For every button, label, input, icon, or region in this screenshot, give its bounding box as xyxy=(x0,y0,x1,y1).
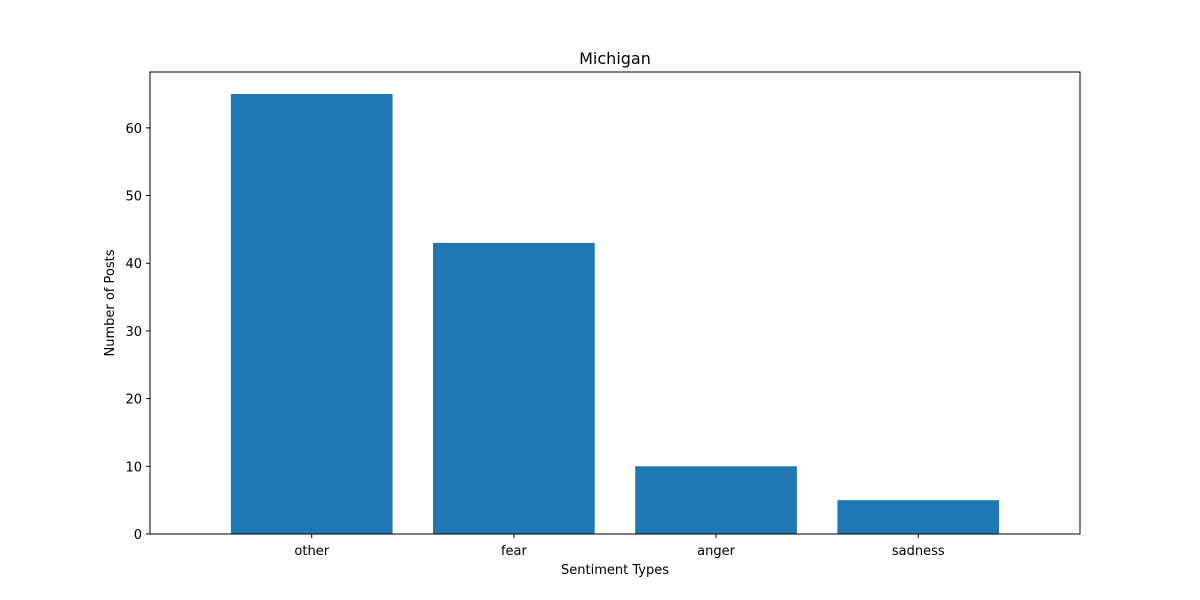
x-tick-label: anger xyxy=(697,544,735,559)
y-tick-label: 30 xyxy=(125,325,142,340)
bar-fear xyxy=(433,242,595,534)
bar-anger xyxy=(635,466,797,534)
plot-frame xyxy=(149,71,1081,535)
x-tick-label: fear xyxy=(501,544,528,559)
y-tick-label: 60 xyxy=(125,122,142,137)
x-tick-label: sadness xyxy=(892,544,945,559)
y-tick-label: 40 xyxy=(125,257,142,272)
bar-sadness xyxy=(837,500,1000,534)
x-tick-label: other xyxy=(294,544,329,559)
x-axis: other fear anger sadness xyxy=(294,534,945,559)
y-tick-label: 0 xyxy=(134,528,142,543)
y-tick-label: 10 xyxy=(125,460,142,475)
y-tick-label: 50 xyxy=(125,190,142,205)
bars-group xyxy=(230,94,1000,534)
chart-title: Michigan xyxy=(579,49,651,68)
y-axis: 0 10 20 30 40 50 60 xyxy=(125,122,150,543)
x-axis-label: Sentiment Types xyxy=(561,563,669,578)
bar-other xyxy=(230,94,393,534)
y-axis-label: Number of Posts xyxy=(103,249,118,356)
y-tick-label: 20 xyxy=(125,393,142,408)
